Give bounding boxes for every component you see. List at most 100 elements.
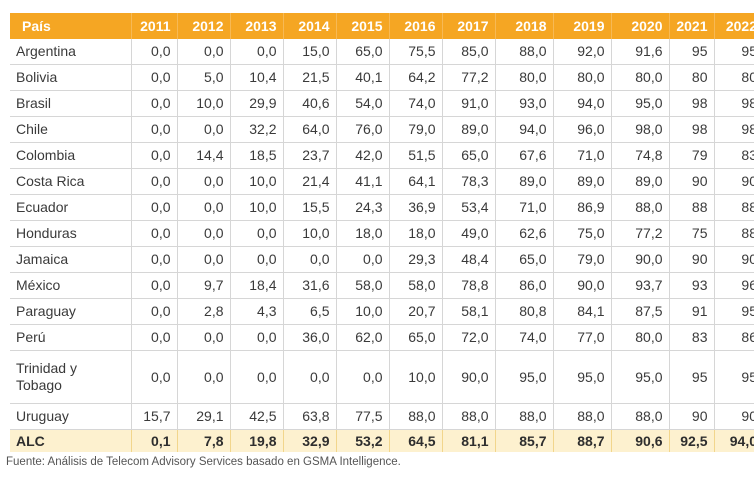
value-cell: 32,9 xyxy=(283,429,337,452)
value-cell: 29,9 xyxy=(230,90,284,117)
value-cell: 90 xyxy=(669,168,715,195)
value-cell: 85,0 xyxy=(442,39,496,65)
value-cell: 95 xyxy=(669,350,715,404)
table-row: Chile 0,0 0,0 32,2 64,0 76,0 79,0 89,0 94,0 96,0 9… xyxy=(10,116,754,143)
value-cell: 4,3 xyxy=(230,298,284,325)
value-cell: 0,0 xyxy=(177,220,231,247)
value-cell: 74,0 xyxy=(495,324,554,351)
value-cell: 88 xyxy=(669,194,715,221)
value-cell: 41,1 xyxy=(336,168,390,195)
value-cell: 90,6 xyxy=(611,429,670,452)
value-cell: 48,4 xyxy=(442,246,496,273)
value-cell: 10,0 xyxy=(177,90,231,117)
column-header-country: País xyxy=(10,13,132,39)
value-cell: 10,0 xyxy=(389,350,443,404)
value-cell: 77,0 xyxy=(553,324,612,351)
table-row: Brasil 0,0 10,0 29,9 40,6 54,0 74,0 91,0 93,0 94,… xyxy=(10,90,754,117)
value-cell: 88,0 xyxy=(553,403,612,430)
country-cell: Colombia xyxy=(10,142,132,169)
value-cell: 0,0 xyxy=(131,142,178,169)
value-cell: 76,0 xyxy=(336,116,390,143)
country-cell: Paraguay xyxy=(10,298,132,325)
table-header-row: País 2011 2012 2013 2014 2015 2016 2017 2018 201… xyxy=(10,13,754,39)
value-cell: 64,5 xyxy=(389,429,443,452)
coverage-table-container: País 2011 2012 2013 2014 2015 2016 2017 2018 201… xyxy=(10,13,754,452)
value-cell: 18,0 xyxy=(389,220,443,247)
country-cell: Jamaica xyxy=(10,246,132,273)
value-cell: 83 xyxy=(669,324,715,351)
value-cell: 74,8 xyxy=(611,142,670,169)
value-cell: 95,0 xyxy=(611,350,670,404)
value-cell: 29,3 xyxy=(389,246,443,273)
column-header-year: 2020 xyxy=(611,13,670,39)
value-cell: 80 xyxy=(714,64,754,91)
value-cell: 81,1 xyxy=(442,429,496,452)
value-cell: 10,0 xyxy=(283,220,337,247)
value-cell: 90 xyxy=(714,168,754,195)
value-cell: 92,5 xyxy=(669,429,715,452)
country-cell: México xyxy=(10,272,132,299)
value-cell: 20,7 xyxy=(389,298,443,325)
value-cell: 18,0 xyxy=(336,220,390,247)
value-cell: 0,0 xyxy=(131,350,178,404)
value-cell: 71,0 xyxy=(553,142,612,169)
value-cell: 77,5 xyxy=(336,403,390,430)
value-cell: 36,9 xyxy=(389,194,443,221)
country-cell: Honduras xyxy=(10,220,132,247)
country-cell: Argentina xyxy=(10,39,132,65)
column-header-year: 2014 xyxy=(283,13,337,39)
value-cell: 49,0 xyxy=(442,220,496,247)
value-cell: 88,0 xyxy=(495,403,554,430)
value-cell: 75 xyxy=(669,220,715,247)
value-cell: 19,8 xyxy=(230,429,284,452)
table-row: Jamaica 0,0 0,0 0,0 0,0 0,0 29,3 48,4 65,0 79,0 90… xyxy=(10,246,754,273)
value-cell: 62,0 xyxy=(336,324,390,351)
value-cell: 79,0 xyxy=(553,246,612,273)
value-cell: 84,1 xyxy=(553,298,612,325)
value-cell: 88,0 xyxy=(495,39,554,65)
value-cell: 79 xyxy=(669,142,715,169)
value-cell: 80 xyxy=(669,64,715,91)
value-cell: 0,0 xyxy=(131,220,178,247)
table-row: Colombia 0,0 14,4 18,5 23,7 42,0 51,5 65,0 67,6 7… xyxy=(10,142,754,169)
table-row: Costa Rica 0,0 0,0 10,0 21,4 41,1 64,1 78,3 89,0… xyxy=(10,168,754,195)
value-cell: 83 xyxy=(714,142,754,169)
value-cell: 54,0 xyxy=(336,90,390,117)
value-cell: 74,0 xyxy=(389,90,443,117)
table-body: Argentina 0,0 0,0 0,0 15,0 65,0 75,5 85,0 88,0 92… xyxy=(10,39,754,452)
value-cell: 89,0 xyxy=(495,168,554,195)
value-cell: 95 xyxy=(669,39,715,65)
value-cell: 95,0 xyxy=(611,90,670,117)
value-cell: 0,0 xyxy=(230,350,284,404)
value-cell: 88,0 xyxy=(389,403,443,430)
value-cell: 62,6 xyxy=(495,220,554,247)
value-cell: 15,5 xyxy=(283,194,337,221)
country-cell: Chile xyxy=(10,116,132,143)
column-header-year: 2011 xyxy=(131,13,178,39)
value-cell: 85,7 xyxy=(495,429,554,452)
value-cell: 40,1 xyxy=(336,64,390,91)
value-cell: 0,0 xyxy=(230,324,284,351)
value-cell: 78,3 xyxy=(442,168,496,195)
country-cell: Costa Rica xyxy=(10,168,132,195)
value-cell: 18,4 xyxy=(230,272,284,299)
value-cell: 0,0 xyxy=(177,350,231,404)
value-cell: 88 xyxy=(714,220,754,247)
value-cell: 94,0 xyxy=(714,429,754,452)
value-cell: 0,0 xyxy=(230,246,284,273)
value-cell: 0,0 xyxy=(230,220,284,247)
country-cell: Bolivia xyxy=(10,64,132,91)
value-cell: 0,0 xyxy=(131,168,178,195)
value-cell: 40,6 xyxy=(283,90,337,117)
value-cell: 95 xyxy=(714,350,754,404)
value-cell: 63,8 xyxy=(283,403,337,430)
value-cell: 77,2 xyxy=(442,64,496,91)
source-note: Fuente: Análisis de Telecom Advisory Ser… xyxy=(6,456,401,468)
value-cell: 0,0 xyxy=(131,39,178,65)
value-cell: 15,0 xyxy=(283,39,337,65)
value-cell: 0,0 xyxy=(283,246,337,273)
value-cell: 2,8 xyxy=(177,298,231,325)
value-cell: 32,2 xyxy=(230,116,284,143)
value-cell: 98 xyxy=(669,116,715,143)
value-cell: 90 xyxy=(714,246,754,273)
